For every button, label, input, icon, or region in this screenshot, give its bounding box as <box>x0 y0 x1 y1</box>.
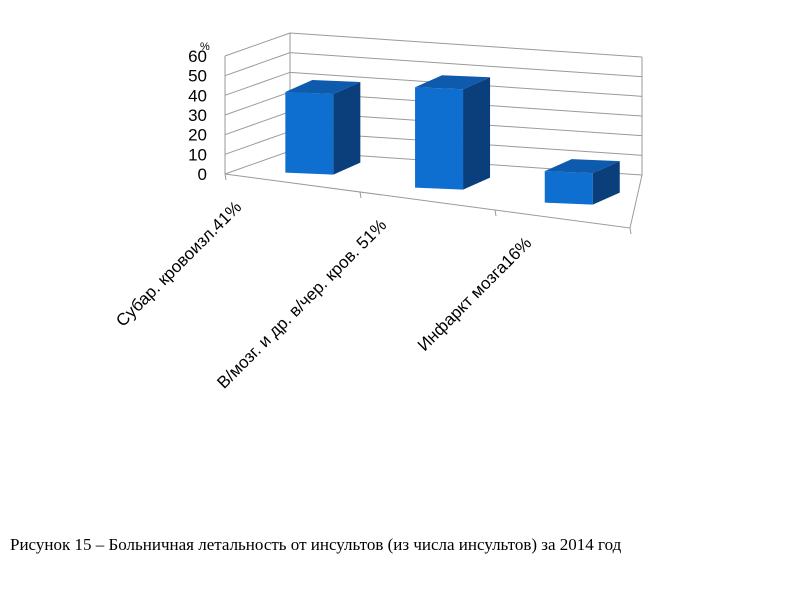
bar-side <box>463 77 491 190</box>
figure-caption: Рисунок 15 – Больничная летальность от и… <box>10 535 622 554</box>
gridlines <box>224 32 643 235</box>
bar <box>285 79 361 175</box>
y-unit-label: % <box>200 41 210 53</box>
bar-front <box>285 91 334 175</box>
y-tick-label: 10 <box>188 145 207 164</box>
y-tick-label: 50 <box>188 67 207 86</box>
bar-top <box>285 79 361 94</box>
bar <box>544 159 620 205</box>
x-axis-categories: Субар. кровоизл.41%В/мозг. и др. в/чер. … <box>112 197 535 392</box>
category-label: Инфаркт мозга16% <box>414 233 535 354</box>
bar-top <box>544 159 620 174</box>
y-tick-label: 60 <box>188 47 207 66</box>
y-tick-label: 0 <box>198 165 207 184</box>
y-tick-label: 20 <box>188 126 207 145</box>
bar-side <box>333 81 361 175</box>
bar-front <box>415 87 464 190</box>
category-tick <box>629 227 632 235</box>
category-label: Субар. кровоизл.41% <box>112 197 245 330</box>
category-tick <box>359 191 362 199</box>
category-label: В/мозг. и др. в/чер. кров. 51% <box>213 215 390 392</box>
y-tick-label: 40 <box>188 86 207 105</box>
bar <box>415 75 491 190</box>
category-tick <box>224 173 227 181</box>
bars <box>285 75 620 205</box>
bar-side <box>592 161 620 205</box>
bar-front <box>544 171 593 205</box>
category-tick <box>494 209 497 217</box>
y-tick-label: 30 <box>188 106 207 125</box>
bar-top <box>415 75 491 90</box>
